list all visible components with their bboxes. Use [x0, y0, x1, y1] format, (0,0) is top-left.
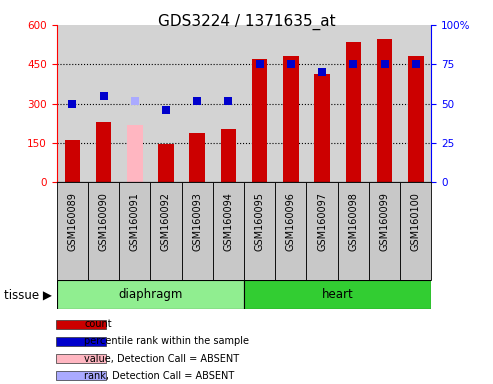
Bar — [346, 42, 361, 182]
Point — [412, 61, 420, 68]
Bar — [57, 280, 244, 309]
Bar — [213, 182, 244, 280]
Bar — [56, 337, 106, 346]
Bar — [338, 182, 369, 280]
Bar — [181, 182, 213, 280]
Bar — [158, 144, 174, 182]
Bar — [189, 132, 205, 182]
Bar — [150, 182, 181, 280]
Bar — [221, 129, 236, 182]
Text: GSM160092: GSM160092 — [161, 192, 171, 251]
Bar — [57, 182, 88, 280]
Text: count: count — [84, 319, 112, 329]
Text: GSM160095: GSM160095 — [255, 192, 265, 251]
Bar — [315, 73, 330, 182]
Bar — [400, 182, 431, 280]
Point — [224, 98, 232, 104]
Bar — [283, 56, 299, 182]
Bar — [127, 125, 142, 182]
Bar — [88, 182, 119, 280]
Point — [381, 61, 388, 68]
Text: tissue ▶: tissue ▶ — [4, 288, 52, 301]
Text: GSM160100: GSM160100 — [411, 192, 421, 251]
Text: percentile rank within the sample: percentile rank within the sample — [84, 336, 249, 346]
Point — [69, 101, 76, 107]
Text: GSM160099: GSM160099 — [380, 192, 389, 251]
Bar — [244, 280, 431, 309]
Text: GSM160090: GSM160090 — [99, 192, 108, 251]
Text: rank, Detection Call = ABSENT: rank, Detection Call = ABSENT — [84, 371, 235, 381]
Text: GSM160093: GSM160093 — [192, 192, 202, 251]
Bar — [369, 182, 400, 280]
Text: value, Detection Call = ABSENT: value, Detection Call = ABSENT — [84, 354, 240, 364]
Text: heart: heart — [322, 288, 353, 301]
Bar — [307, 182, 338, 280]
Bar — [275, 182, 307, 280]
Point — [162, 107, 170, 113]
Text: GDS3224 / 1371635_at: GDS3224 / 1371635_at — [158, 13, 335, 30]
Text: GSM160097: GSM160097 — [317, 192, 327, 251]
Bar — [119, 182, 150, 280]
Point — [193, 98, 201, 104]
Bar — [377, 40, 392, 182]
Text: diaphragm: diaphragm — [118, 288, 182, 301]
Bar — [56, 354, 106, 363]
Text: GSM160094: GSM160094 — [223, 192, 233, 251]
Text: GSM160096: GSM160096 — [286, 192, 296, 251]
Point — [287, 61, 295, 68]
Text: GSM160091: GSM160091 — [130, 192, 140, 251]
Bar — [96, 122, 111, 182]
Bar — [56, 319, 106, 329]
Bar — [244, 182, 275, 280]
Text: GSM160089: GSM160089 — [68, 192, 77, 251]
Bar — [252, 59, 267, 182]
Bar — [65, 141, 80, 182]
Text: GSM160098: GSM160098 — [349, 192, 358, 251]
Point — [350, 61, 357, 68]
Point — [100, 93, 107, 99]
Bar — [408, 56, 423, 182]
Point — [131, 98, 139, 104]
Point — [256, 61, 264, 68]
Point — [318, 69, 326, 75]
Bar — [56, 371, 106, 380]
